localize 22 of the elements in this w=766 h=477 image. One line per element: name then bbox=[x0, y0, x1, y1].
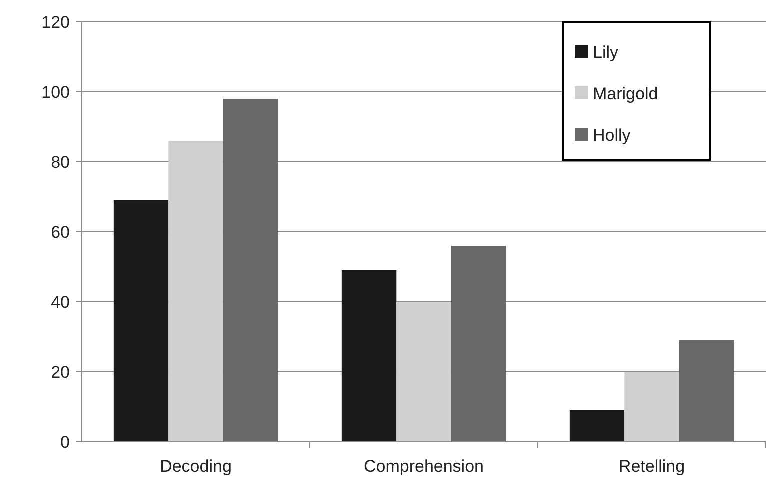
bar bbox=[396, 302, 452, 442]
x-tick-label: Decoding bbox=[160, 456, 232, 476]
y-tick-label: 120 bbox=[42, 12, 70, 32]
x-tick-label: Comprehension bbox=[364, 456, 484, 476]
y-tick-label: 40 bbox=[51, 292, 70, 312]
legend-label: Lily bbox=[593, 42, 620, 62]
y-tick-label: 20 bbox=[51, 362, 70, 382]
bar bbox=[223, 99, 278, 442]
bar bbox=[342, 270, 397, 442]
bar bbox=[679, 340, 734, 442]
bar bbox=[570, 410, 625, 442]
bar bbox=[451, 246, 506, 442]
y-tick-label: 80 bbox=[51, 152, 70, 172]
legend-label: Holly bbox=[593, 126, 632, 145]
y-tick-label: 60 bbox=[51, 222, 70, 242]
y-tick-label: 0 bbox=[60, 432, 70, 452]
bar bbox=[168, 141, 224, 442]
y-tick-label: 100 bbox=[42, 82, 70, 102]
legend-label: Marigold bbox=[593, 84, 658, 104]
bar bbox=[624, 372, 680, 442]
x-tick-label: Retelling bbox=[618, 456, 686, 476]
bar bbox=[114, 200, 169, 442]
